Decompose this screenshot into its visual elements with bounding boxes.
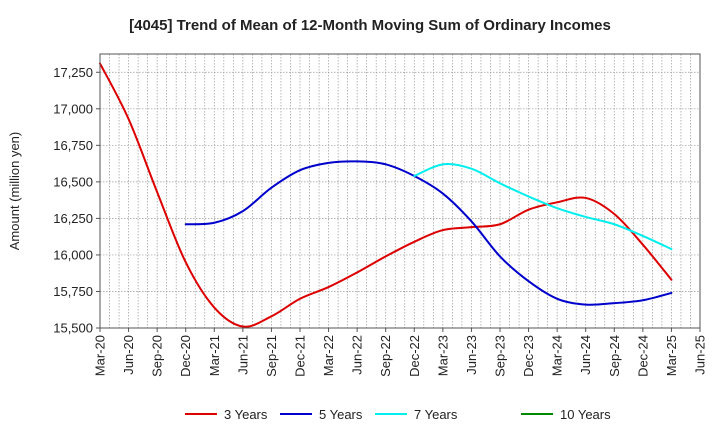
y-axis-label: Amount (million yen) (7, 132, 22, 251)
x-tick-label: Sep-24 (607, 335, 622, 377)
y-tick-label: 16,250 (53, 211, 93, 226)
x-tick-label: Jun-21 (235, 335, 250, 375)
grid (100, 54, 700, 329)
y-tick-label: 15,500 (53, 321, 93, 336)
legend-label-10-years: 10 Years (560, 407, 611, 422)
x-tick-label: Jun-23 (464, 335, 479, 375)
legend-label-3-years: 3 Years (224, 407, 268, 422)
x-tick-label: Jun-20 (121, 335, 136, 375)
chart-title: [4045] Trend of Mean of 12-Month Moving … (129, 17, 611, 34)
x-tick-label: Dec-23 (521, 335, 536, 377)
x-tick-label: Dec-20 (178, 335, 193, 377)
x-tick-label: Jun-22 (350, 335, 365, 375)
series-group (99, 62, 673, 328)
legend: 3 Years 5 Years 7 Years 10 Years (185, 407, 611, 422)
y-axis-ticks: 15,500 15,750 16,000 16,250 16,500 16,750 17,0… (53, 65, 100, 336)
x-tick-label: Sep-22 (378, 335, 393, 377)
x-tick-label: Dec-22 (407, 335, 422, 377)
legend-label-5-years: 5 Years (319, 407, 363, 422)
x-tick-label: Mar-25 (664, 335, 679, 376)
x-tick-label: Dec-21 (293, 335, 308, 377)
series-line-3-years (99, 62, 673, 328)
y-tick-label: 17,000 (53, 101, 93, 116)
x-tick-label: Mar-20 (93, 335, 108, 376)
y-tick-label: 16,750 (53, 138, 93, 153)
x-tick-label: Mar-22 (321, 335, 336, 376)
x-tick-label: Jun-25 (693, 335, 708, 375)
x-tick-label: Sep-23 (493, 335, 508, 377)
y-tick-label: 16,500 (53, 174, 93, 189)
x-tick-label: Mar-24 (550, 335, 565, 376)
x-tick-label: Dec-24 (635, 335, 650, 377)
y-tick-label: 17,250 (53, 65, 93, 80)
legend-label-7-years: 7 Years (414, 407, 458, 422)
series-line-7-years (413, 163, 673, 251)
x-tick-label: Mar-23 (435, 335, 450, 376)
x-tick-label: Mar-21 (207, 335, 222, 376)
y-tick-label: 16,000 (53, 247, 93, 262)
x-tick-label: Jun-24 (578, 335, 593, 375)
y-tick-label: 15,750 (53, 284, 93, 299)
x-tick-label: Sep-20 (150, 335, 165, 377)
series-line-5-years (184, 160, 673, 306)
plot-area-frame (99, 53, 701, 329)
x-tick-label: Sep-21 (264, 335, 279, 377)
x-axis-ticks: Mar-20 Jun-20 Sep-20 Dec-20 Mar-21 Jun-21 Sep-… (93, 328, 708, 377)
